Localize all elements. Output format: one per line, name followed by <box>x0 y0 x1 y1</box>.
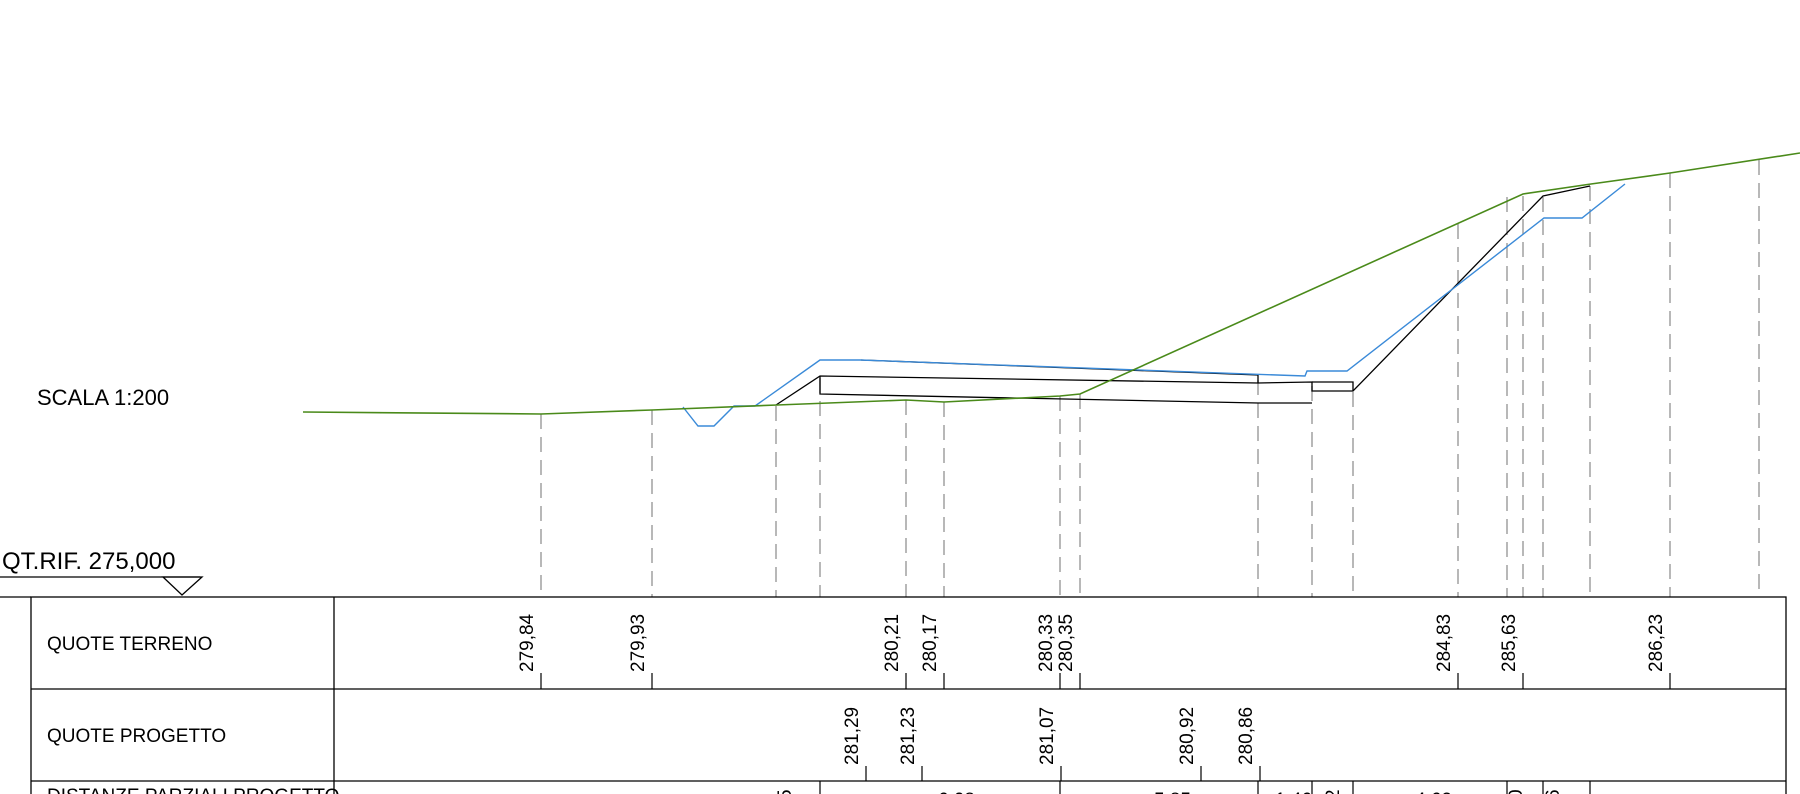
row-label-quote-terreno: QUOTE TERRENO <box>47 634 212 655</box>
value-label: 281,23 <box>898 707 919 765</box>
value-label: 286,23 <box>1646 614 1667 672</box>
design-values: 281,29 281,23 281,07 280,92 280,86 <box>842 707 1261 781</box>
row-label-distanze-parziali: DISTANZE PARZIALI PROGETTO <box>47 786 339 794</box>
dashed-guide-lines <box>540 160 1760 597</box>
design-section-line <box>682 183 1626 427</box>
distance-value: 2 <box>1323 789 1344 794</box>
value-label: 280,33 <box>1036 614 1057 672</box>
distance-value: 5 <box>775 789 796 794</box>
row-label-quote-progetto: QUOTE PROGETTO <box>47 726 226 747</box>
distance-value: 6,08 <box>938 790 975 794</box>
distance-value: 4,62 <box>1415 790 1452 794</box>
value-label: 279,93 <box>628 614 649 672</box>
distance-values: 5 6,08 5,85 1,46 2 4,62 0 6 <box>775 781 1591 794</box>
distance-value: 1,46 <box>1275 790 1312 794</box>
value-label: 280,35 <box>1056 614 1077 672</box>
scale-label: SCALA 1:200 <box>37 385 169 410</box>
value-label: 280,92 <box>1177 707 1198 765</box>
value-label: 280,86 <box>1236 707 1257 765</box>
value-label: 284,83 <box>1434 614 1455 672</box>
distance-value: 6 <box>1543 789 1564 794</box>
data-table-frame <box>0 596 1787 794</box>
terrain-profile-line <box>302 152 1800 415</box>
value-label: 281,29 <box>842 707 863 765</box>
terrain-values: 279,84 279,93 280,21 280,17 280,33 280,35 284,… <box>517 613 1671 689</box>
value-label: 280,21 <box>882 614 903 672</box>
distance-value: 0 <box>1506 789 1527 794</box>
reference-level-triangle <box>161 576 204 596</box>
value-label: 280,17 <box>920 614 941 672</box>
value-label: 281,07 <box>1037 707 1058 765</box>
distance-value: 5,85 <box>1154 790 1191 794</box>
reference-level-label: QT.RIF. 275,000 <box>2 548 175 575</box>
value-label: 279,84 <box>517 613 538 672</box>
value-label: 285,63 <box>1499 614 1520 672</box>
